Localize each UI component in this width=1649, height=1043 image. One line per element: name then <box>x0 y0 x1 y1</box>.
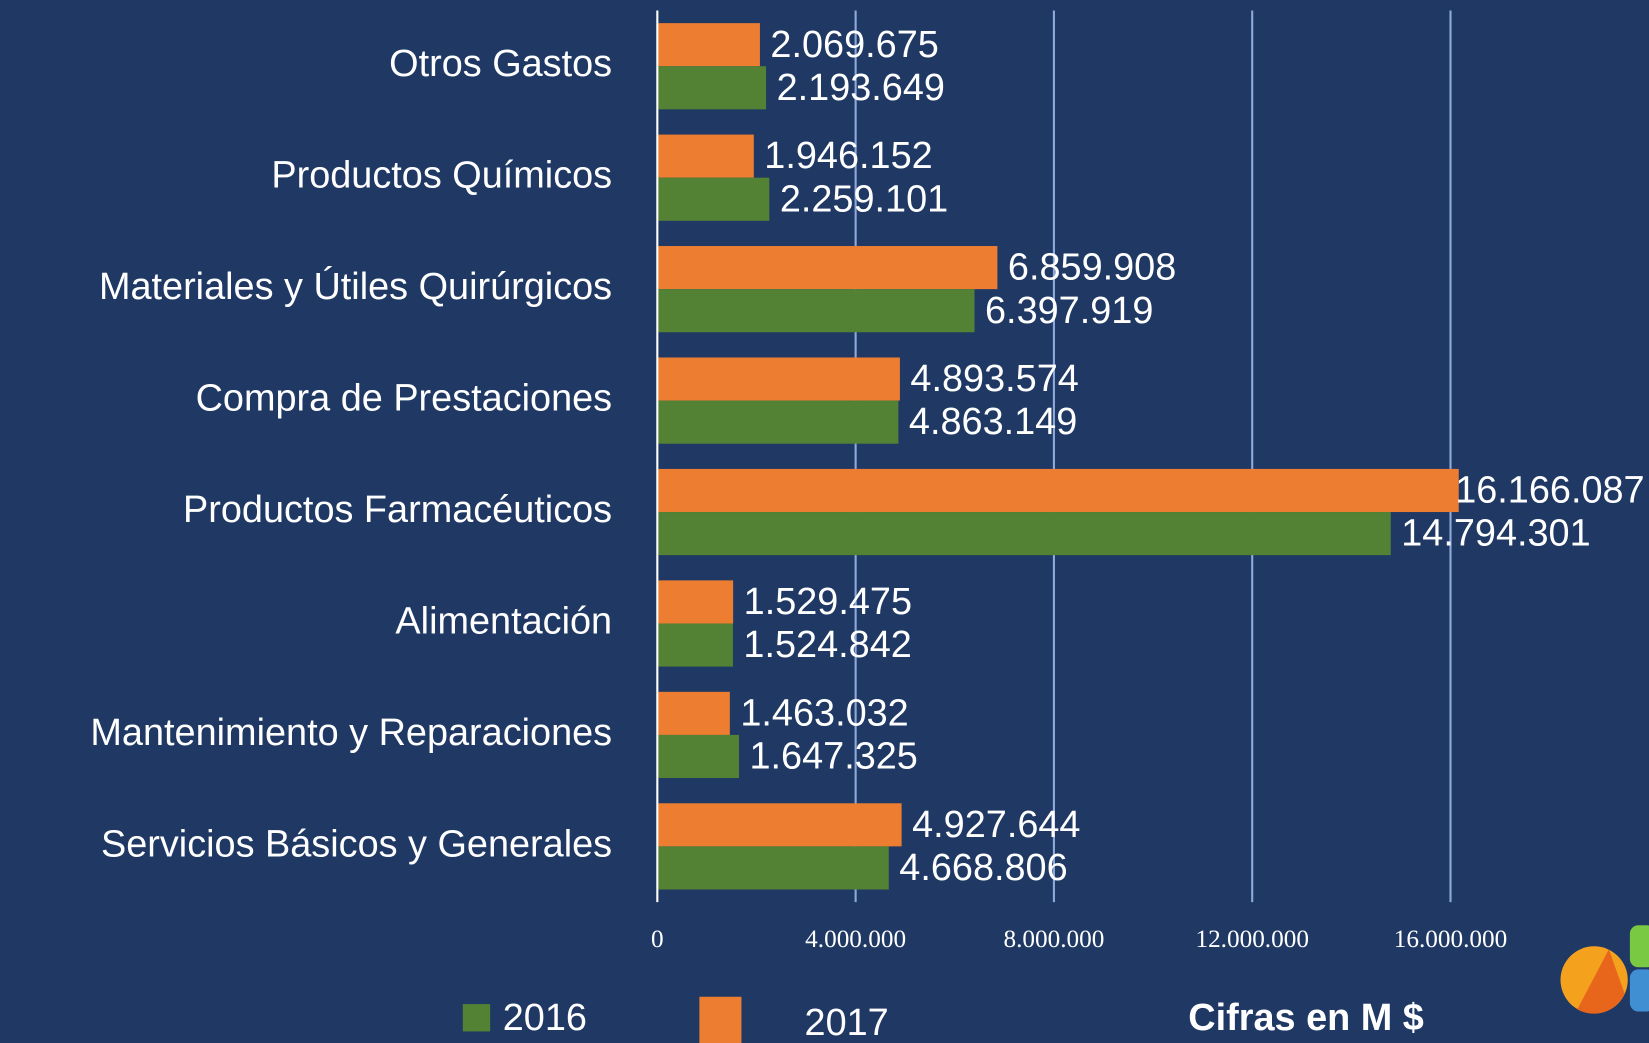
bar <box>657 691 730 735</box>
y-tick-label: Compra de Prestaciones <box>196 378 613 420</box>
value-label: 4.927.644 <box>912 804 1080 846</box>
legend-label: 2017 <box>805 1002 889 1043</box>
bar <box>657 580 734 624</box>
x-tick-label: 0 <box>651 926 664 953</box>
annotation: Cifras en M $ <box>1188 997 1424 1039</box>
bar <box>657 846 889 890</box>
bar <box>657 177 770 221</box>
bar <box>657 246 998 290</box>
value-label: 6.397.919 <box>985 290 1153 332</box>
logo-slice <box>1577 949 1625 1014</box>
value-label: 1.463.032 <box>740 692 908 734</box>
bar <box>657 357 900 401</box>
value-label: 4.863.149 <box>909 401 1077 443</box>
value-label: 4.893.574 <box>910 358 1078 400</box>
legend-label: 2016 <box>503 997 587 1039</box>
value-label: 4.668.806 <box>899 847 1067 889</box>
bar <box>657 734 739 779</box>
bar <box>657 803 902 847</box>
value-label: 16.166.087 <box>1455 470 1644 512</box>
value-label: 2.069.675 <box>770 24 938 66</box>
y-tick-label: Mantenimiento y Reparaciones <box>90 712 612 754</box>
value-label: 14.794.301 <box>1401 513 1590 555</box>
y-tick-label: Alimentación <box>395 600 612 642</box>
y-tick-label: Otros Gastos <box>389 43 612 85</box>
value-label: 6.859.908 <box>1008 247 1176 289</box>
y-tick-label: Materiales y Útiles Quirúrgicos <box>99 266 612 308</box>
value-label: 2.259.101 <box>780 178 948 220</box>
bar <box>657 289 975 333</box>
logo-block <box>1629 925 1649 968</box>
bar <box>657 134 754 178</box>
bar <box>657 66 767 110</box>
bar <box>657 512 1391 556</box>
bar <box>657 23 760 67</box>
x-tick-label: 8.000.000 <box>1003 926 1104 953</box>
y-tick-label: Servicios Básicos y Generales <box>101 823 612 865</box>
value-label: 1.529.475 <box>744 581 912 623</box>
value-label: 1.946.152 <box>764 135 932 177</box>
x-tick-label: 16.000.000 <box>1394 926 1507 953</box>
value-label: 1.647.325 <box>750 736 918 778</box>
legend-swatch <box>462 1004 491 1032</box>
logo <box>1560 925 1649 1014</box>
logo-block <box>1629 969 1649 1012</box>
x-tick-label: 4.000.000 <box>805 926 906 953</box>
bar <box>657 468 1459 513</box>
value-label: 2.193.649 <box>777 67 945 109</box>
bar <box>657 400 899 444</box>
bar <box>657 623 733 667</box>
y-tick-label: Productos Farmacéuticos <box>183 489 612 531</box>
legend-swatch <box>699 996 742 1043</box>
x-tick-label: 12.000.000 <box>1195 926 1308 953</box>
value-label: 1.524.842 <box>743 624 911 666</box>
y-tick-label: Productos Químicos <box>271 155 612 197</box>
